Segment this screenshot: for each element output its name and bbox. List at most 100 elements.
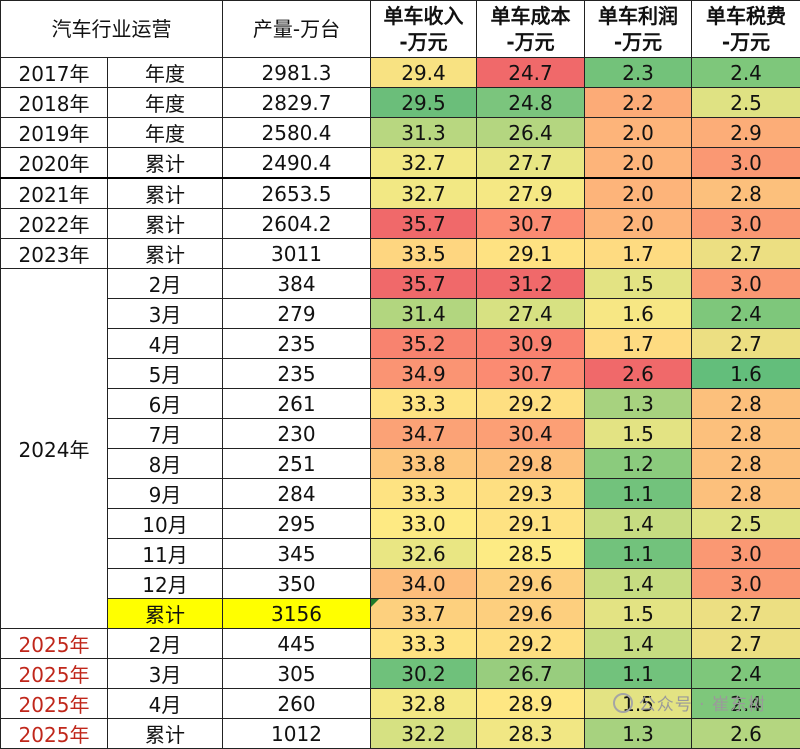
period-cell: 累计 [108,599,223,629]
profit-cell: 1.1 [585,539,692,569]
cost-cell: 29.6 [477,569,585,599]
profit-cell: 1.3 [585,719,692,749]
period-cell: 2月 [108,629,223,659]
period-cell: 12月 [108,569,223,599]
output-cell: 260 [223,689,371,719]
cost-cell: 28.3 [477,719,585,749]
header-output: 产量-万台 [223,1,371,58]
wechat-icon [613,693,633,713]
cost-cell: 26.4 [477,118,585,148]
period-cell: 6月 [108,389,223,419]
output-cell: 2653.5 [223,178,371,209]
header-cost: 单车成本 -万元 [477,1,585,58]
year-cell: 2025年 [1,659,108,689]
tax-cell: 2.9 [692,118,800,148]
cost-cell: 29.3 [477,479,585,509]
output-cell: 235 [223,359,371,389]
output-cell: 2490.4 [223,148,371,179]
revenue-cell: 31.3 [371,118,477,148]
period-cell: 年度 [108,88,223,118]
output-cell: 1012 [223,719,371,749]
period-cell: 累计 [108,239,223,269]
period-cell: 4月 [108,689,223,719]
output-cell: 384 [223,269,371,299]
tax-cell: 2.7 [692,629,800,659]
cost-cell: 31.2 [477,269,585,299]
profit-cell: 1.2 [585,449,692,479]
tax-cell: 2.8 [692,178,800,209]
profit-cell: 1.4 [585,629,692,659]
cost-cell: 29.8 [477,449,585,479]
period-cell: 9月 [108,479,223,509]
tax-cell: 2.8 [692,449,800,479]
profit-cell: 1.5 [585,419,692,449]
output-cell: 251 [223,449,371,479]
period-cell: 11月 [108,539,223,569]
period-cell: 累计 [108,719,223,749]
tax-cell: 3.0 [692,569,800,599]
revenue-cell: 34.7 [371,419,477,449]
period-cell: 7月 [108,419,223,449]
tax-cell: 2.6 [692,719,800,749]
period-cell: 4月 [108,329,223,359]
cost-cell: 26.7 [477,659,585,689]
year-cell-2024: 2024年 [1,269,108,629]
revenue-cell: 33.5 [371,239,477,269]
revenue-cell: 29.5 [371,88,477,118]
period-cell: 3月 [108,659,223,689]
revenue-cell: 35.2 [371,329,477,359]
watermark-text: 公众号 · 崔东树 [639,690,766,715]
cost-cell: 30.7 [477,359,585,389]
revenue-cell: 34.0 [371,569,477,599]
revenue-cell: 33.7 [371,599,477,629]
output-cell: 279 [223,299,371,329]
revenue-cell: 30.2 [371,659,477,689]
cost-cell: 27.9 [477,178,585,209]
tax-cell: 3.0 [692,269,800,299]
period-cell: 5月 [108,359,223,389]
profit-cell: 2.6 [585,359,692,389]
profit-cell: 1.7 [585,329,692,359]
output-cell: 445 [223,629,371,659]
output-cell: 2981.3 [223,58,371,88]
period-cell: 年度 [108,58,223,88]
tax-cell: 2.5 [692,509,800,539]
table-header: 汽车行业运营 产量-万台 单车收入 -万元 单车成本 -万元 单车利润 -万元 … [1,1,800,58]
profit-cell: 1.3 [585,389,692,419]
watermark: 公众号 · 崔东树 [613,690,766,715]
year-cell: 2023年 [1,239,108,269]
profit-cell: 1.5 [585,599,692,629]
profit-cell: 1.7 [585,239,692,269]
output-cell: 2580.4 [223,118,371,148]
revenue-cell: 31.4 [371,299,477,329]
cost-cell: 29.2 [477,629,585,659]
year-cell: 2025年 [1,719,108,749]
year-cell: 2017年 [1,58,108,88]
output-cell: 2604.2 [223,209,371,239]
profit-cell: 1.5 [585,269,692,299]
period-cell: 3月 [108,299,223,329]
output-cell: 230 [223,419,371,449]
cell-flag-marker [371,599,379,607]
header-tax: 单车税费 -万元 [692,1,800,58]
cost-cell: 29.1 [477,239,585,269]
profit-cell: 1.4 [585,569,692,599]
revenue-cell: 33.3 [371,389,477,419]
cost-cell: 24.7 [477,58,585,88]
profit-cell: 2.0 [585,148,692,179]
tax-cell: 2.5 [692,88,800,118]
cost-cell: 27.4 [477,299,585,329]
cost-cell: 29.6 [477,599,585,629]
